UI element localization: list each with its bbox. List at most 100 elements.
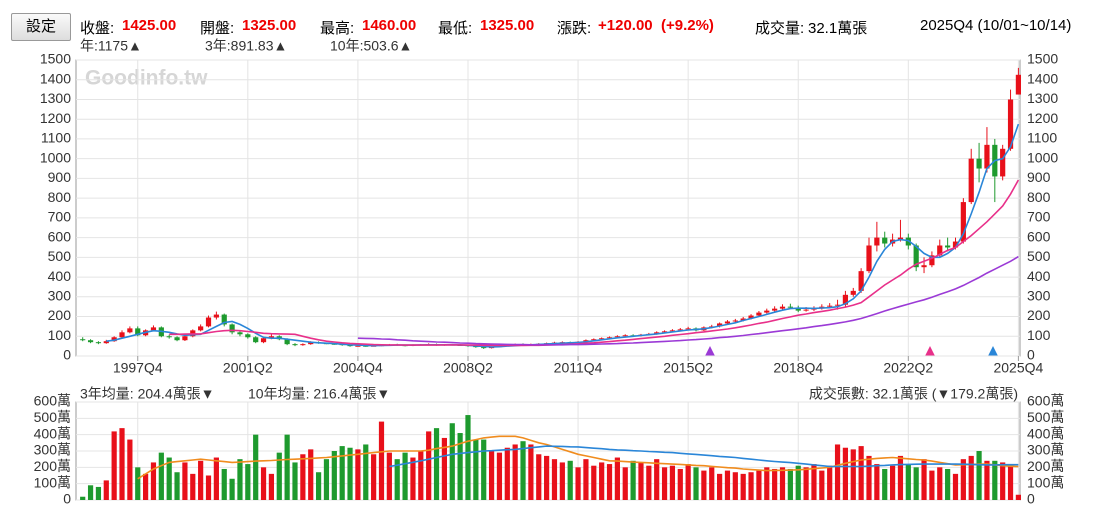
quote-label: 開盤: [200,20,235,37]
ma-line [357,255,1019,346]
volume-bar [787,468,793,500]
candle-body [308,342,314,345]
candle-body [921,265,927,268]
quote-value: +120.00 (+9.2%) [598,17,714,34]
candle-body [284,339,290,345]
volume-bar [394,459,400,500]
volume-bar [292,462,298,500]
volume-bar [583,459,589,500]
y-tick-label-right: 100 [1027,327,1051,343]
y-tick-label-right: 200萬 [1027,458,1064,474]
volume-bar [669,465,676,500]
volume-bar [567,460,573,500]
candle-body [724,321,731,324]
volume-bar [897,455,904,500]
candle-body [229,324,235,333]
volume-bar [803,467,809,500]
candle-body [732,320,738,322]
price-frame [75,59,1021,357]
legend-entry: 10年均量: 216.4萬張▼ [248,386,390,402]
volume-bar [811,464,817,500]
volume-bar [929,470,935,500]
candle-body [292,344,298,346]
volume-bar [103,480,109,500]
volume-bar [795,465,801,500]
volume-bar [205,475,212,500]
volume-bar [968,455,974,500]
candle-body [976,158,982,169]
volume-bar [677,468,683,500]
volume-bar [111,431,117,500]
volume-bar [449,423,455,500]
candle-body [842,294,849,305]
volume-bar [960,459,966,500]
volume-bar [709,467,715,500]
volume-bar [724,470,731,500]
volume-bar [882,468,888,500]
y-tick-label: 700 [48,209,72,225]
quote-value: 32.1萬張 [808,20,868,37]
candle-body [198,326,204,331]
volume-bar [127,439,133,500]
volume-bar [701,470,707,500]
volume-bar [772,468,778,500]
y-tick-label: 400萬 [34,425,71,441]
volume-bar [426,431,432,500]
candle-body [347,345,353,347]
y-tick-label-right: 1300 [1027,90,1058,106]
y-tick-label-right: 1400 [1027,70,1058,86]
volume-bar [599,462,605,500]
volume-bar [245,464,251,500]
settings-button[interactable]: 設定 [11,13,71,41]
legend-entry: 年:1175▲ [80,38,142,54]
volume-bar [591,465,597,500]
signal-marker [925,346,935,356]
y-tick-label-right: 1200 [1027,110,1058,126]
volume-bar [937,467,943,500]
quote-label: 成交量: [755,20,805,37]
candle-body [803,309,809,311]
y-tick-label: 0 [63,491,71,507]
volume-bar [213,457,219,500]
volume-bar [661,467,668,500]
volume-bar [441,437,447,500]
volume-bar [300,454,306,500]
y-tick-label: 1000 [40,149,71,165]
y-tick-label-right: 100萬 [1027,474,1064,490]
toolbar: 設定 收盤: 1425.00 開盤: 1325.00 最高: 1460.00 最… [0,0,1098,41]
volume-bar [685,464,691,500]
volume-bar [614,457,620,500]
y-tick-label: 1500 [40,51,71,67]
candle-body [937,245,943,256]
x-tick-label: 2011Q4 [554,360,603,376]
volume-bar [551,459,558,500]
candle-body [606,337,613,339]
volume-bar [488,451,495,500]
volume-bar [95,486,102,500]
volume-bar [921,459,927,500]
x-tick-label: 2004Q4 [333,360,383,376]
volume-bar [693,467,699,500]
signal-marker [705,346,715,356]
volume-bar [984,460,990,500]
y-tick-label: 800 [48,189,72,205]
y-tick-label: 100 [48,327,72,343]
candle-body [834,304,841,306]
volume-bar [268,473,275,500]
quote-label: 漲跌: [557,20,592,37]
volume-bar [371,454,377,500]
candle-body [622,335,628,337]
volume-bar [945,468,951,500]
y-tick-label-right: 0 [1027,491,1035,507]
candle-body [968,158,974,203]
x-tick-label: 1997Q4 [113,360,163,376]
volume-bar [1000,462,1006,500]
candle-body [661,331,668,333]
volume-bar [850,449,856,500]
x-tick-label: 2025Q4 [993,360,1043,376]
y-tick-label-right: 800 [1027,189,1051,205]
volume-bar [606,464,613,500]
volume-bar [819,470,825,500]
y-tick-label-right: 400萬 [1027,425,1064,441]
